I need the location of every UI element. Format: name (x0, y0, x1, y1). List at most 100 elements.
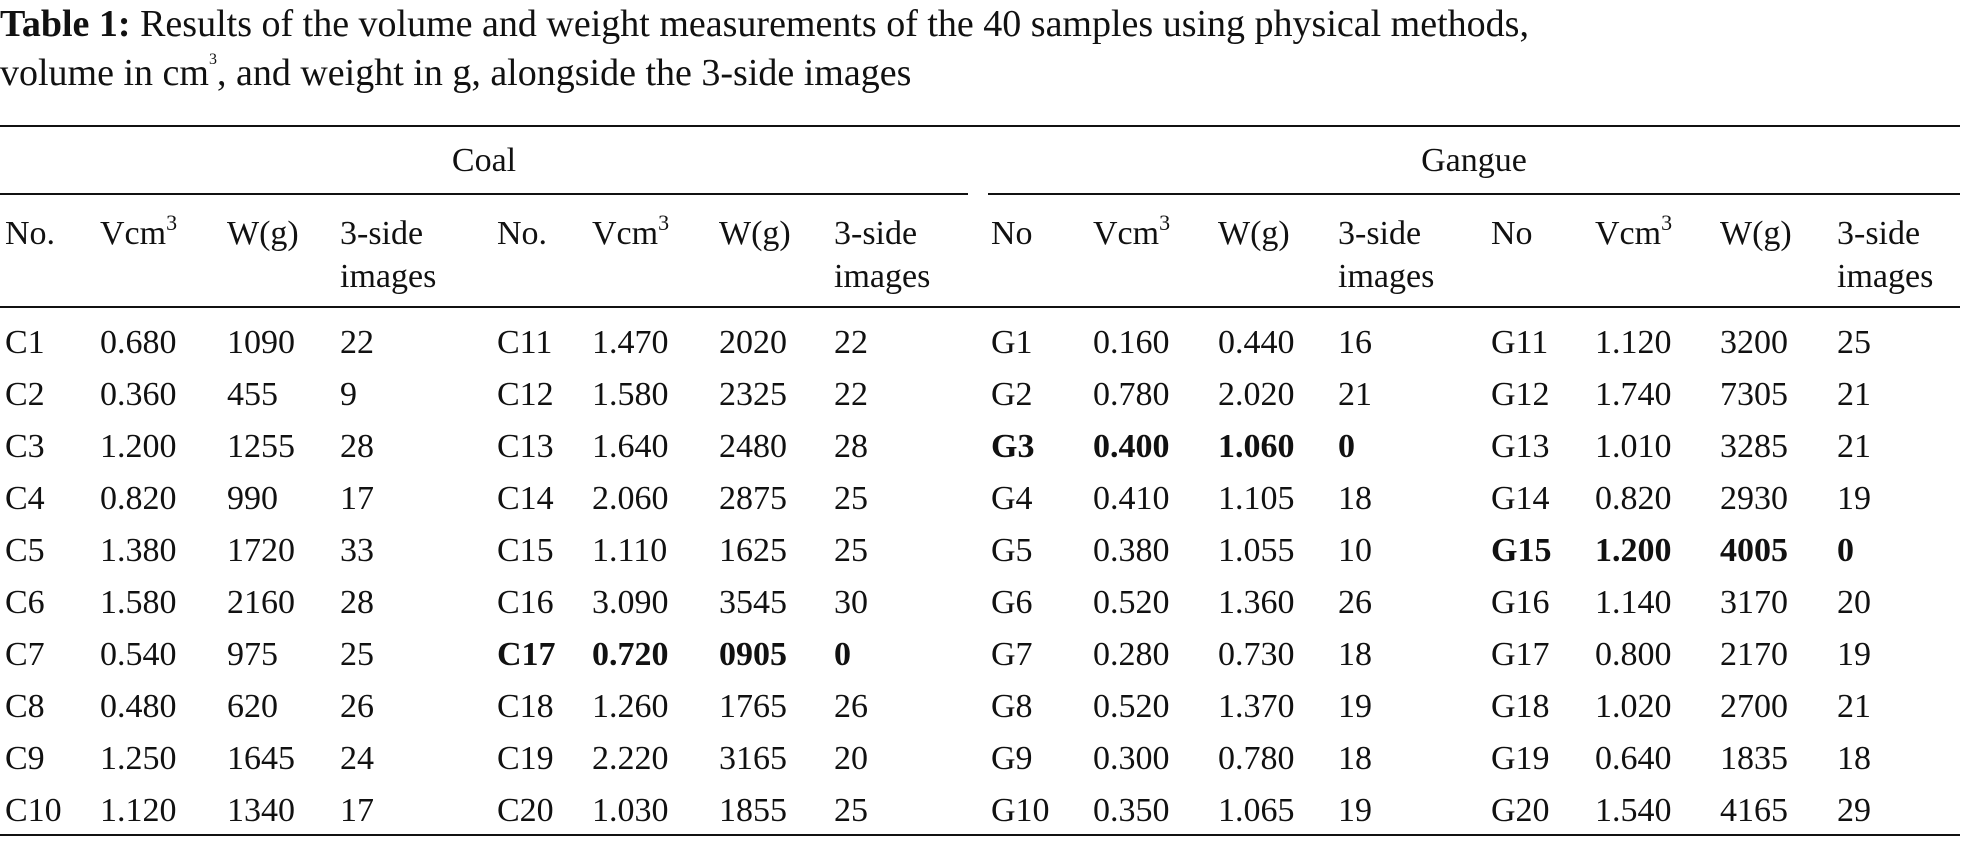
cell-weight: 975 (227, 636, 278, 673)
cell-volume: 0.410 (1093, 480, 1170, 517)
cell-weight: 0.730 (1218, 636, 1295, 673)
cell-sample-no: C4 (5, 480, 45, 517)
cell-sample-no: G7 (991, 636, 1033, 673)
cell-volume: 1.110 (592, 532, 668, 569)
cell-image-count: 21 (1837, 428, 1871, 465)
cell-sample-no: C1 (5, 324, 45, 361)
cell-volume: 1.140 (1595, 584, 1672, 621)
header-no: No (991, 215, 1033, 252)
cell-sample-no: G13 (1491, 428, 1550, 465)
cell-weight: 2160 (227, 584, 295, 621)
cell-image-count: 0 (1338, 428, 1355, 465)
cell-weight: 3200 (1720, 324, 1788, 361)
header-no: No (1491, 215, 1533, 252)
header-images-2: images (834, 258, 931, 295)
cell-sample-no: C16 (497, 584, 554, 621)
cell-weight: 1.105 (1218, 480, 1295, 517)
cell-image-count: 22 (834, 376, 868, 413)
cell-sample-no: C7 (5, 636, 45, 673)
cell-image-count: 19 (1338, 688, 1372, 725)
cell-sample-no: C11 (497, 324, 553, 361)
cell-weight: 1765 (719, 688, 787, 725)
cell-volume: 0.800 (1595, 636, 1672, 673)
cell-image-count: 28 (340, 428, 374, 465)
cell-volume: 1.470 (592, 324, 669, 361)
cell-sample-no: C8 (5, 688, 45, 725)
cell-image-count: 25 (834, 480, 868, 517)
cell-weight: 990 (227, 480, 278, 517)
header-volume-sup: 3 (1661, 210, 1673, 235)
cell-image-count: 19 (1837, 636, 1871, 673)
cell-weight: 1.360 (1218, 584, 1295, 621)
header-weight: W(g) (719, 215, 791, 252)
cell-volume: 0.820 (100, 480, 177, 517)
header-images-2: images (340, 258, 437, 295)
header-volume: Vcm3 (592, 210, 670, 253)
cell-image-count: 0 (834, 636, 851, 673)
cell-sample-no: C9 (5, 740, 45, 777)
caption-text-1: Results of the volume and weight measure… (130, 3, 1529, 45)
header-volume-sup: 3 (1159, 210, 1171, 235)
table-caption: Table 1: Results of the volume and weigh… (0, 0, 1960, 98)
cell-weight: 1645 (227, 740, 295, 777)
cell-volume: 0.680 (100, 324, 177, 361)
cell-image-count: 19 (1837, 480, 1871, 517)
cell-volume: 1.200 (1595, 532, 1672, 569)
header-images: 3-side (834, 215, 918, 252)
cell-sample-no: C17 (497, 636, 556, 673)
cell-sample-no: C20 (497, 792, 554, 829)
cell-image-count: 20 (834, 740, 868, 777)
header-images-2: images (1338, 258, 1435, 295)
cell-volume: 0.350 (1093, 792, 1170, 829)
caption-label: Table 1: (0, 3, 131, 45)
header-volume: Vcm3 (1595, 210, 1673, 253)
cell-volume: 0.280 (1093, 636, 1170, 673)
cell-image-count: 0 (1837, 532, 1854, 569)
cell-weight: 1255 (227, 428, 295, 465)
cell-sample-no: G1 (991, 324, 1033, 361)
cell-weight: 2170 (1720, 636, 1788, 673)
header-no: No. (497, 215, 548, 252)
cell-image-count: 28 (834, 428, 868, 465)
cell-weight: 2480 (719, 428, 787, 465)
cell-sample-no: C3 (5, 428, 45, 465)
cell-image-count: 19 (1338, 792, 1372, 829)
caption-text-2a: volume in cm (0, 52, 209, 94)
caption-line-1: Table 1: Results of the volume and weigh… (0, 0, 1960, 49)
cell-weight: 2930 (1720, 480, 1788, 517)
cell-image-count: 21 (1338, 376, 1372, 413)
cell-weight: 4165 (1720, 792, 1788, 829)
cell-sample-no: G8 (991, 688, 1033, 725)
cell-sample-no: C18 (497, 688, 554, 725)
cell-sample-no: C12 (497, 376, 554, 413)
cell-volume: 1.120 (1595, 324, 1672, 361)
cell-volume: 1.580 (100, 584, 177, 621)
cell-volume: 0.480 (100, 688, 177, 725)
cell-weight: 3165 (719, 740, 787, 777)
header-volume-sup: 3 (658, 210, 670, 235)
cell-image-count: 16 (1338, 324, 1372, 361)
cell-sample-no: G17 (1491, 636, 1550, 673)
cell-sample-no: C19 (497, 740, 554, 777)
cell-image-count: 18 (1338, 740, 1372, 777)
table-bottom-rule (0, 834, 1960, 836)
cell-sample-no: C15 (497, 532, 554, 569)
cell-image-count: 18 (1837, 740, 1871, 777)
caption-sup: 3 (208, 51, 217, 68)
cell-weight: 1340 (227, 792, 295, 829)
cell-sample-no: C6 (5, 584, 45, 621)
cell-sample-no: G16 (1491, 584, 1550, 621)
caption-text-2b: , and weight in g, alongside the 3-side … (216, 52, 912, 94)
cell-volume: 0.540 (100, 636, 177, 673)
header-volume: Vcm3 (100, 210, 178, 253)
cell-volume: 0.720 (592, 636, 669, 673)
header-weight: W(g) (1218, 215, 1290, 252)
cell-volume: 0.520 (1093, 688, 1170, 725)
cell-weight: 0.780 (1218, 740, 1295, 777)
cell-image-count: 22 (340, 324, 374, 361)
cell-volume: 0.640 (1595, 740, 1672, 777)
cell-weight: 1090 (227, 324, 295, 361)
cell-sample-no: G12 (1491, 376, 1550, 413)
cell-sample-no: G18 (1491, 688, 1550, 725)
group-gangue: Gangue (1421, 142, 1527, 179)
